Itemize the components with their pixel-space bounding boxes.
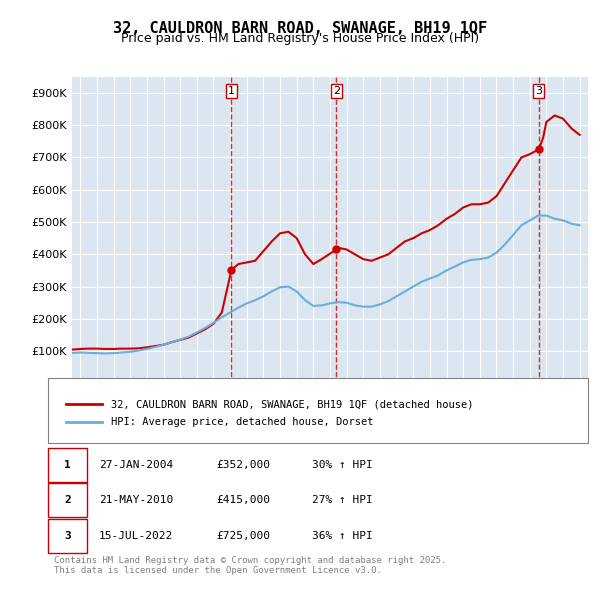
Text: 2: 2 <box>64 496 71 505</box>
Text: 27% ↑ HPI: 27% ↑ HPI <box>312 496 373 505</box>
Text: 30% ↑ HPI: 30% ↑ HPI <box>312 460 373 470</box>
Text: 21-MAY-2010: 21-MAY-2010 <box>99 496 173 505</box>
Text: 3: 3 <box>64 531 71 540</box>
Text: 15-JUL-2022: 15-JUL-2022 <box>99 531 173 540</box>
Text: Price paid vs. HM Land Registry's House Price Index (HPI): Price paid vs. HM Land Registry's House … <box>121 32 479 45</box>
Text: 27-JAN-2004: 27-JAN-2004 <box>99 460 173 470</box>
Text: 1: 1 <box>228 86 235 96</box>
Text: £415,000: £415,000 <box>216 496 270 505</box>
Text: 32, CAULDRON BARN ROAD, SWANAGE, BH19 1QF (detached house): 32, CAULDRON BARN ROAD, SWANAGE, BH19 1Q… <box>111 399 473 409</box>
Text: 36% ↑ HPI: 36% ↑ HPI <box>312 531 373 540</box>
Text: £725,000: £725,000 <box>216 531 270 540</box>
Text: HPI: Average price, detached house, Dorset: HPI: Average price, detached house, Dors… <box>111 417 373 427</box>
Text: £352,000: £352,000 <box>216 460 270 470</box>
Text: 3: 3 <box>535 86 542 96</box>
Text: Contains HM Land Registry data © Crown copyright and database right 2025.
This d: Contains HM Land Registry data © Crown c… <box>54 556 446 575</box>
Text: 1: 1 <box>64 460 71 470</box>
Text: 2: 2 <box>333 86 340 96</box>
Text: 32, CAULDRON BARN ROAD, SWANAGE, BH19 1QF: 32, CAULDRON BARN ROAD, SWANAGE, BH19 1Q… <box>113 21 487 35</box>
